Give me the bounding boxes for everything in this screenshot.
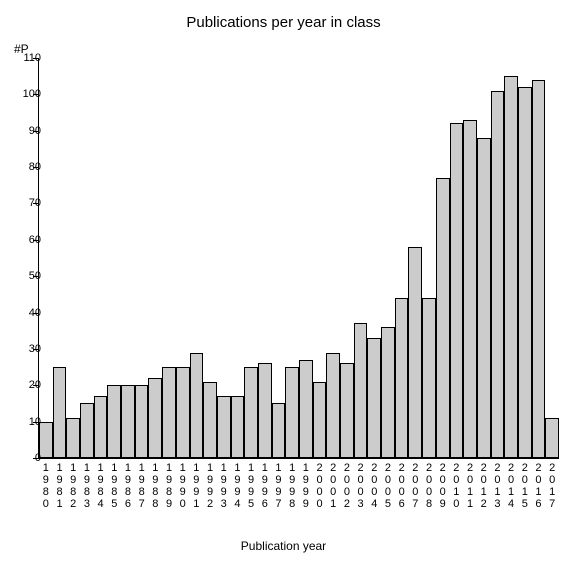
- bar: [148, 378, 162, 458]
- chart-title: Publications per year in class: [0, 14, 567, 31]
- x-tick-label: 2 0 0 5: [382, 462, 394, 510]
- bar: [121, 385, 135, 458]
- bar: [299, 360, 313, 458]
- bar: [66, 418, 80, 458]
- bar: [94, 396, 108, 458]
- bar: [258, 363, 272, 458]
- bar: [217, 396, 231, 458]
- bar: [285, 367, 299, 458]
- bar: [203, 382, 217, 458]
- y-tick-label: 20: [11, 379, 41, 391]
- x-tick-label: 2 0 0 4: [368, 462, 380, 510]
- x-tick-label: 1 9 9 8: [286, 462, 298, 510]
- x-tick-label: 2 0 0 9: [437, 462, 449, 510]
- plot-area: 1 9 8 01 9 8 11 9 8 21 9 8 31 9 8 41 9 8…: [38, 58, 559, 459]
- x-tick-label: 2 0 1 7: [546, 462, 558, 510]
- bar: [231, 396, 245, 458]
- y-tick-label: 70: [11, 197, 41, 209]
- x-tick-label: 1 9 8 3: [81, 462, 93, 510]
- bar: [367, 338, 381, 458]
- x-tick-label: 2 0 1 0: [450, 462, 462, 510]
- bar: [395, 298, 409, 458]
- bar: [53, 367, 67, 458]
- y-tick-label: 30: [11, 343, 41, 355]
- bar: [354, 323, 368, 458]
- x-tick-label: 1 9 9 7: [272, 462, 284, 510]
- bar: [80, 403, 94, 458]
- x-tick-label: 2 0 0 6: [396, 462, 408, 510]
- bar: [326, 353, 340, 458]
- x-tick-label: 1 9 9 9: [300, 462, 312, 510]
- x-tick-label: 2 0 1 6: [532, 462, 544, 510]
- y-tick-label: 110: [11, 52, 41, 64]
- x-tick-label: 1 9 8 1: [54, 462, 66, 510]
- x-tick-label: 2 0 0 8: [423, 462, 435, 510]
- bar: [340, 363, 354, 458]
- y-tick-label: 80: [11, 161, 41, 173]
- bar: [39, 422, 53, 458]
- x-tick-label: 1 9 9 0: [177, 462, 189, 510]
- bar: [381, 327, 395, 458]
- bar: [463, 120, 477, 458]
- x-tick-label: 1 9 8 6: [122, 462, 134, 510]
- x-tick-label: 1 9 9 4: [231, 462, 243, 510]
- x-tick-label: 1 9 8 8: [149, 462, 161, 510]
- bar: [162, 367, 176, 458]
- x-tick-label: 1 9 8 0: [40, 462, 52, 510]
- bar: [422, 298, 436, 458]
- y-tick-label: 90: [11, 125, 41, 137]
- bar: [532, 80, 546, 458]
- bar: [190, 353, 204, 458]
- y-tick-label: 10: [11, 416, 41, 428]
- x-tick-label: 1 9 8 7: [136, 462, 148, 510]
- bar: [477, 138, 491, 458]
- bar: [107, 385, 121, 458]
- bar: [244, 367, 258, 458]
- bar: [408, 247, 422, 458]
- bar: [313, 382, 327, 458]
- bar: [504, 76, 518, 458]
- x-tick-label: 2 0 1 4: [505, 462, 517, 510]
- x-tick-label: 2 0 0 1: [327, 462, 339, 510]
- x-tick-label: 1 9 9 6: [259, 462, 271, 510]
- x-tick-label: 1 9 8 9: [163, 462, 175, 510]
- y-tick-label: 60: [11, 234, 41, 246]
- y-tick-label: 0: [11, 452, 41, 464]
- x-axis-label: Publication year: [0, 539, 567, 553]
- chart-container: Publications per year in class #P 1 9 8 …: [0, 0, 567, 567]
- bar: [518, 87, 532, 458]
- x-tick-label: 1 9 8 5: [108, 462, 120, 510]
- y-tick-label: 50: [11, 270, 41, 282]
- x-tick-label: 1 9 9 3: [218, 462, 230, 510]
- x-tick-label: 1 9 8 4: [95, 462, 107, 510]
- x-tick-label: 2 0 0 2: [341, 462, 353, 510]
- x-tick-label: 1 9 9 5: [245, 462, 257, 510]
- x-tick-label: 2 0 1 2: [478, 462, 490, 510]
- y-tick-label: 40: [11, 307, 41, 319]
- x-tick-label: 2 0 1 5: [519, 462, 531, 510]
- x-tick-label: 1 9 9 2: [204, 462, 216, 510]
- bar: [436, 178, 450, 458]
- x-tick-label: 2 0 0 0: [314, 462, 326, 510]
- x-tick-label: 2 0 1 3: [491, 462, 503, 510]
- y-tick-label: 100: [11, 88, 41, 100]
- bar: [135, 385, 149, 458]
- bar: [491, 91, 505, 458]
- bar: [545, 418, 559, 458]
- x-tick-label: 2 0 0 7: [409, 462, 421, 510]
- x-tick-label: 1 9 8 2: [67, 462, 79, 510]
- bar: [176, 367, 190, 458]
- bar: [450, 123, 464, 458]
- x-tick-label: 1 9 9 1: [190, 462, 202, 510]
- x-tick-label: 2 0 0 3: [355, 462, 367, 510]
- bar: [272, 403, 286, 458]
- x-tick-label: 2 0 1 1: [464, 462, 476, 510]
